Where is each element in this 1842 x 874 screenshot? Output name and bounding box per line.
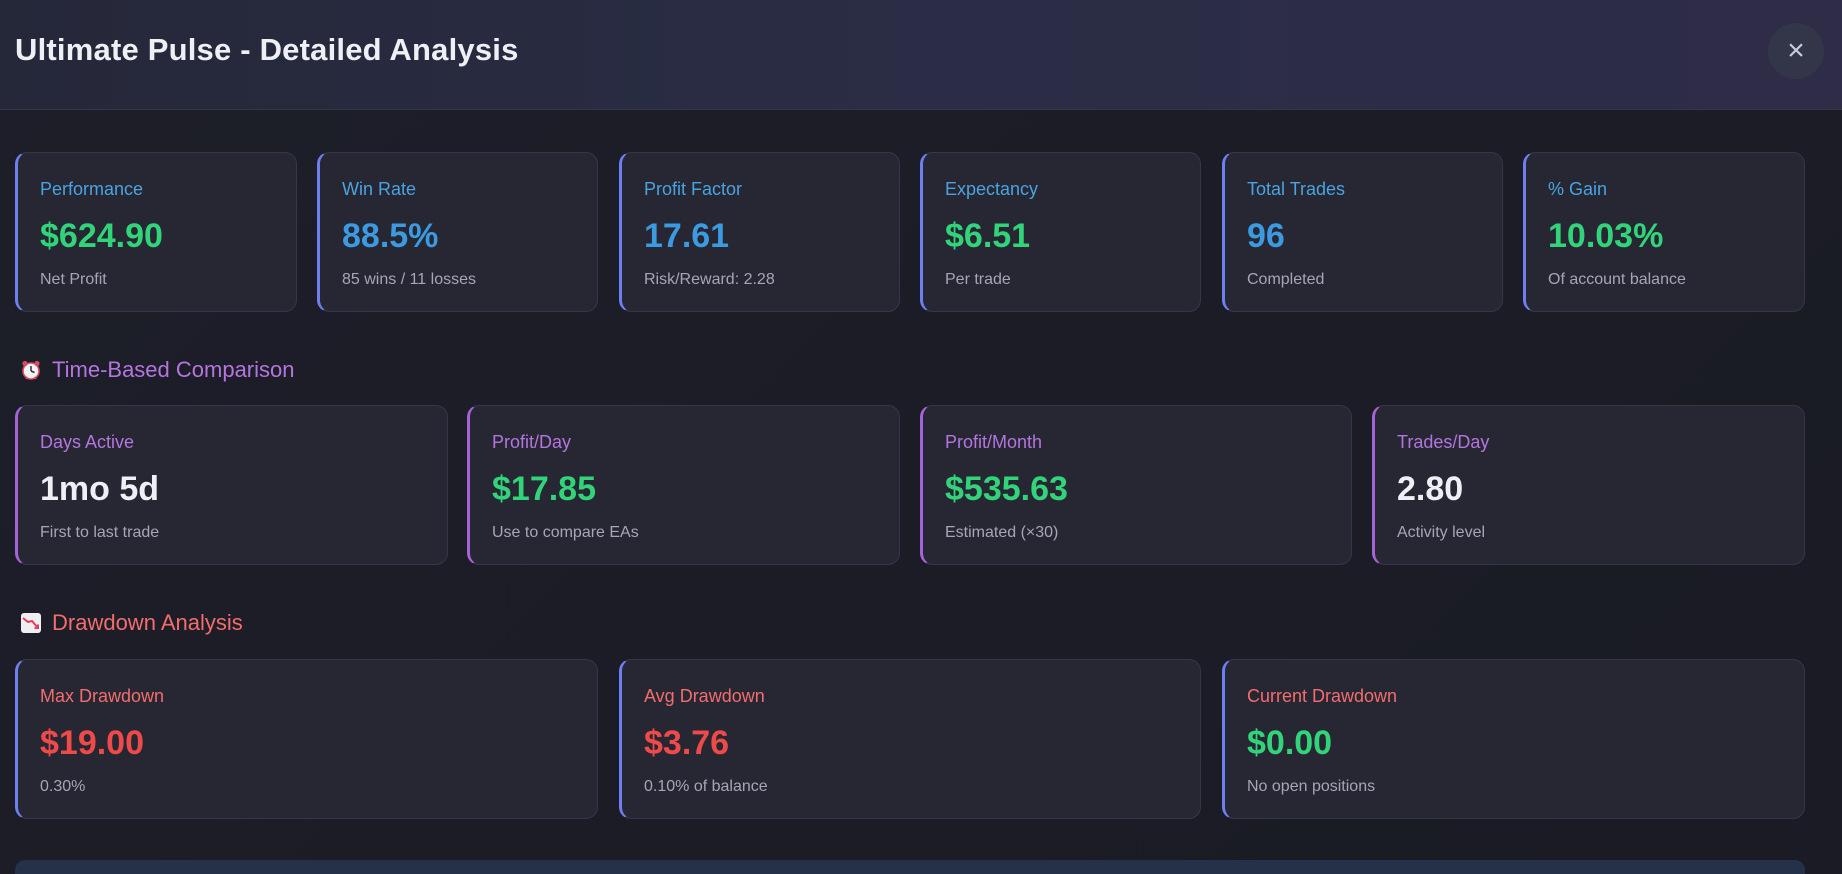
card-label: Expectancy — [945, 179, 1039, 199]
card-label: Profit/Month — [945, 432, 1043, 452]
section-title: Drawdown Analysis — [52, 610, 243, 635]
card-label: Max Drawdown — [40, 686, 165, 706]
drawdown-section-header: Drawdown Analysis — [20, 608, 243, 638]
next-section-panel — [15, 860, 1805, 874]
card-value: $6.51 — [945, 217, 1031, 255]
card-subtitle: 0.30% — [40, 778, 86, 795]
card-subtitle: Estimated (×30) — [945, 524, 1059, 541]
card-label: Profit/Day — [492, 432, 572, 452]
card-subtitle: Net Profit — [40, 271, 107, 288]
close-button[interactable]: × — [1768, 23, 1824, 79]
card-subtitle: No open positions — [1247, 778, 1376, 795]
performance-card: Performance $624.90 Net Profit — [15, 152, 297, 312]
win-rate-card: Win Rate 88.5% 85 wins / 11 losses — [317, 152, 598, 312]
card-label: Current Drawdown — [1247, 686, 1398, 706]
card-subtitle: Completed — [1247, 271, 1325, 288]
card-label: Trades/Day — [1397, 432, 1490, 452]
profit-per-month-card: Profit/Month $535.63 Estimated (×30) — [920, 405, 1352, 565]
card-subtitle: Use to compare EAs — [492, 524, 639, 541]
card-subtitle: 85 wins / 11 losses — [342, 271, 476, 288]
card-subtitle: First to last trade — [40, 524, 160, 541]
card-value: 2.80 — [1397, 470, 1464, 508]
card-value: 10.03% — [1548, 217, 1664, 255]
card-label: Days Active — [40, 432, 135, 452]
card-value: $0.00 — [1247, 724, 1333, 762]
chart-decreasing-icon — [20, 612, 42, 634]
card-value: 88.5% — [342, 217, 439, 255]
card-subtitle: Per trade — [945, 271, 1011, 288]
avg-drawdown-card: Avg Drawdown $3.76 0.10% of balance — [619, 659, 1201, 819]
card-subtitle: Of account balance — [1548, 271, 1686, 288]
card-value: 1mo 5d — [40, 470, 160, 508]
alarm-clock-icon — [20, 359, 42, 381]
current-drawdown-card: Current Drawdown $0.00 No open positions — [1222, 659, 1805, 819]
card-label: % Gain — [1548, 179, 1608, 199]
card-value: $17.85 — [492, 470, 596, 508]
card-label: Avg Drawdown — [644, 686, 765, 706]
card-subtitle: 0.10% of balance — [644, 778, 768, 795]
expectancy-card: Expectancy $6.51 Per trade — [920, 152, 1201, 312]
card-value: 96 — [1247, 217, 1285, 255]
card-label: Profit Factor — [644, 179, 743, 199]
section-title: Time-Based Comparison — [52, 357, 295, 382]
card-value: $624.90 — [40, 217, 163, 255]
card-label: Performance — [40, 179, 144, 199]
card-subtitle: Activity level — [1397, 524, 1486, 541]
profit-per-day-card: Profit/Day $17.85 Use to compare EAs — [467, 405, 900, 565]
percent-gain-card: % Gain 10.03% Of account balance — [1523, 152, 1805, 312]
profit-factor-card: Profit Factor 17.61 Risk/Reward: 2.28 — [619, 152, 900, 312]
card-subtitle: Risk/Reward: 2.28 — [644, 271, 775, 288]
card-value: $535.63 — [945, 470, 1068, 508]
card-value: $3.76 — [644, 724, 730, 762]
max-drawdown-card: Max Drawdown $19.00 0.30% — [15, 659, 598, 819]
close-icon: × — [1787, 34, 1805, 67]
trades-per-day-card: Trades/Day 2.80 Activity level — [1372, 405, 1805, 565]
modal-header: Ultimate Pulse - Detailed Analysis × — [0, 0, 1842, 110]
time-section-header: Time-Based Comparison — [20, 355, 295, 385]
card-label: Win Rate — [342, 179, 417, 199]
total-trades-card: Total Trades 96 Completed — [1222, 152, 1503, 312]
card-value: 17.61 — [644, 217, 730, 255]
card-value: $19.00 — [40, 724, 144, 762]
card-label: Total Trades — [1247, 179, 1346, 199]
modal-title: Ultimate Pulse - Detailed Analysis — [15, 32, 519, 67]
days-active-card: Days Active 1mo 5d First to last trade — [15, 405, 448, 565]
